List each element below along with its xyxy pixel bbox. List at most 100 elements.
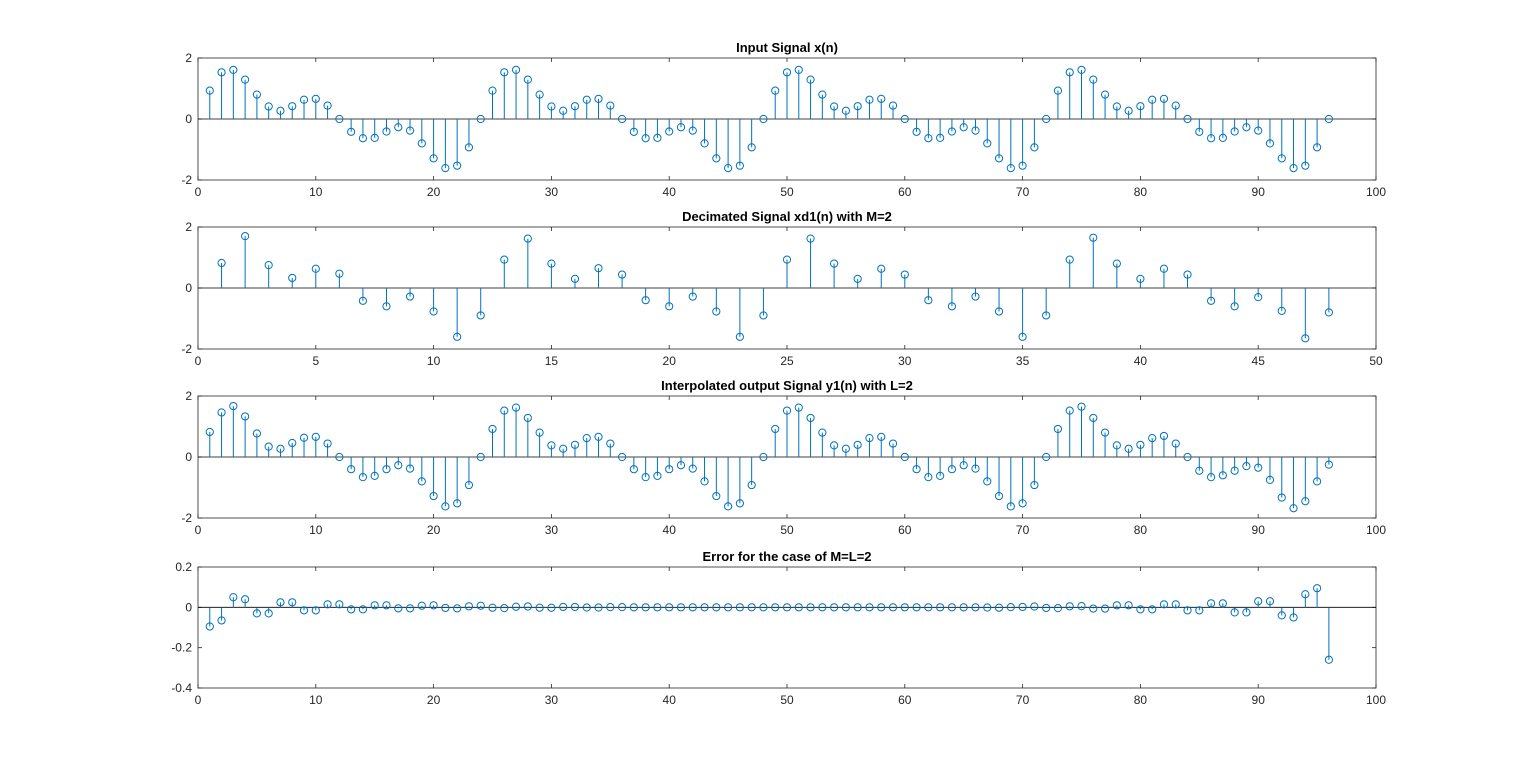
- stem-marker: [1324, 655, 1333, 664]
- stem-marker: [358, 296, 368, 305]
- stem-marker: [535, 90, 544, 99]
- stem-marker: [347, 127, 356, 136]
- x-tick-label: 10: [309, 185, 323, 199]
- stem-marker: [594, 432, 603, 441]
- stem-marker: [735, 332, 744, 341]
- stem-marker: [724, 603, 733, 612]
- stem-marker: [1112, 601, 1121, 610]
- stem-marker: [1230, 302, 1239, 311]
- stem-marker: [806, 413, 815, 423]
- x-tick-label: 20: [427, 185, 441, 199]
- stem-marker: [1301, 497, 1310, 506]
- stem-marker: [688, 603, 697, 612]
- stem-marker: [335, 114, 344, 124]
- stem-marker: [547, 102, 556, 111]
- stem-marker: [594, 603, 603, 612]
- stem-marker: [1230, 466, 1239, 475]
- stem-marker: [1289, 613, 1298, 622]
- stem-marker: [1100, 428, 1110, 437]
- stem-marker: [1124, 601, 1133, 610]
- x-tick-label: 25: [780, 354, 794, 368]
- stem-marker: [947, 302, 957, 311]
- stem-marker: [570, 440, 580, 449]
- x-tick-label: 10: [427, 354, 441, 368]
- stem-marker: [241, 232, 250, 241]
- stem-marker: [1136, 605, 1145, 614]
- stem-marker: [288, 438, 297, 448]
- stem-marker: [405, 604, 415, 613]
- stem-marker: [665, 603, 674, 612]
- x-tick-label: 30: [545, 693, 559, 707]
- x-tick-label: 35: [1016, 354, 1030, 368]
- stem-marker: [511, 65, 521, 74]
- stem-marker: [782, 68, 792, 77]
- stem-marker: [700, 477, 709, 486]
- stem-marker: [771, 603, 780, 612]
- x-tick-label: 100: [1366, 693, 1386, 707]
- x-tick-label: 60: [898, 523, 912, 537]
- stem-marker: [1089, 75, 1098, 84]
- stem-marker: [606, 101, 615, 110]
- x-tick-label: 10: [309, 693, 323, 707]
- stem-marker: [241, 595, 250, 604]
- subplot-4: 0 10 20 30 40 50 60 70 80 90 100 -0.4 -0.2 0 0.2 Error …: [171, 549, 1386, 707]
- stem-marker: [1254, 597, 1263, 606]
- stem-marker: [241, 412, 250, 421]
- stem-marker: [1277, 611, 1286, 620]
- x-tick-label: 70: [1016, 185, 1030, 199]
- stem-marker: [959, 461, 968, 470]
- stem-marker: [1230, 127, 1239, 136]
- stem-marker: [912, 465, 921, 474]
- stem-marker: [488, 86, 497, 95]
- x-tick-label: 40: [663, 523, 677, 537]
- stem-marker: [676, 461, 686, 470]
- x-tick-label: 45: [1252, 354, 1266, 368]
- x-tick-label: 15: [545, 354, 559, 368]
- stem-marker: [853, 603, 862, 612]
- stem-marker: [217, 616, 226, 625]
- stem-marker: [1277, 306, 1286, 315]
- stem-marker: [382, 465, 391, 474]
- stem-marker: [818, 90, 827, 99]
- stem-marker: [794, 65, 803, 74]
- stem-marker: [335, 600, 344, 609]
- stem-marker: [252, 90, 261, 99]
- stem-marker: [1124, 444, 1133, 453]
- x-tick-label: 50: [780, 693, 794, 707]
- stem-marker: [559, 602, 568, 612]
- stem-marker: [205, 427, 214, 437]
- stem-marker: [818, 603, 827, 612]
- stem-marker: [712, 603, 721, 612]
- stem-marker: [358, 134, 368, 143]
- stem-marker: [747, 480, 756, 490]
- y-tick-label: 0: [185, 281, 192, 295]
- stem-marker: [818, 428, 827, 437]
- stem-marker: [241, 75, 250, 84]
- stem-marker: [865, 603, 874, 612]
- stem-marker: [335, 452, 344, 462]
- stem-marker: [347, 465, 356, 474]
- stem-marker: [1159, 94, 1169, 103]
- stem-marker: [994, 154, 1004, 163]
- stem-marker: [629, 465, 638, 474]
- stem-marker: [924, 134, 933, 143]
- stem-marker: [264, 102, 273, 111]
- x-tick-label: 30: [545, 185, 559, 199]
- stem-marker: [794, 403, 803, 412]
- stem-marker: [559, 444, 568, 453]
- stem-marker: [217, 68, 226, 77]
- y-tick-label: 2: [185, 220, 192, 234]
- stem-marker: [1265, 139, 1275, 148]
- stem-marker: [676, 603, 686, 612]
- x-tick-label: 0: [195, 185, 202, 199]
- stem-marker: [1254, 463, 1263, 472]
- stem-marker: [370, 133, 379, 143]
- subplot-title: Input Signal x(n): [736, 40, 838, 55]
- stem-marker: [582, 433, 591, 443]
- stem-marker: [830, 102, 839, 111]
- stem-marker: [1206, 134, 1216, 143]
- stem-marker: [511, 403, 521, 412]
- stem-marker: [382, 127, 391, 136]
- stem-marker: [1006, 603, 1015, 612]
- stem-marker: [1065, 255, 1074, 264]
